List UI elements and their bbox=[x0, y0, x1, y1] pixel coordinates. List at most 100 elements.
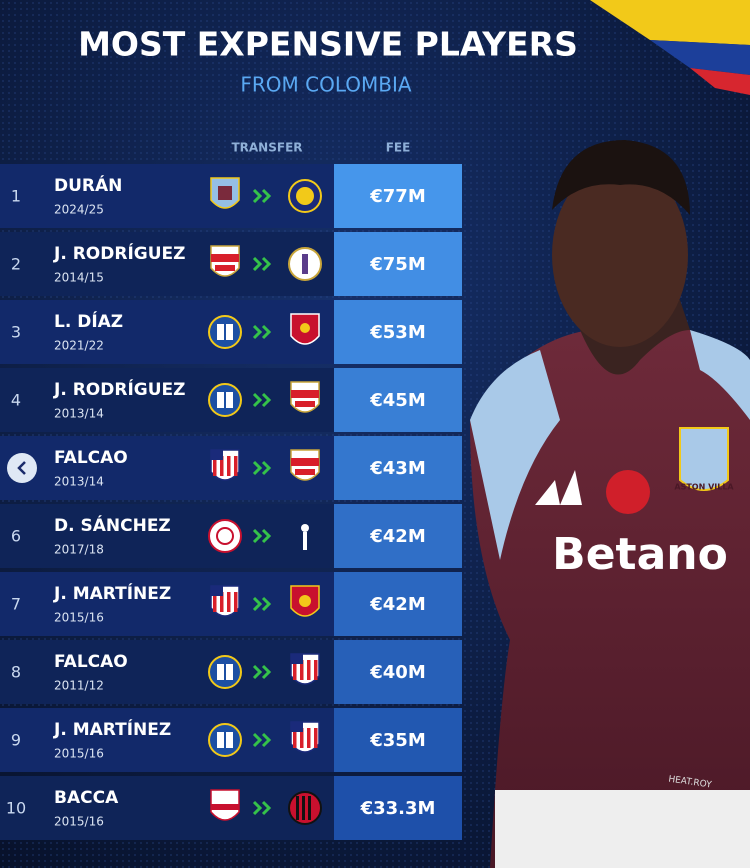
club-crest bbox=[208, 519, 242, 553]
fee: €40M bbox=[369, 662, 426, 683]
fee: €43M bbox=[369, 458, 426, 479]
crest-detail bbox=[234, 592, 238, 612]
crest-detail bbox=[224, 664, 226, 680]
club-crest bbox=[290, 721, 320, 753]
crest-detail bbox=[296, 187, 314, 205]
fee-cell bbox=[334, 708, 462, 772]
crest-shape bbox=[208, 519, 242, 553]
crest-detail bbox=[224, 732, 226, 748]
club-crest bbox=[290, 449, 320, 481]
club-crest bbox=[210, 245, 240, 277]
fee-cell bbox=[334, 300, 462, 364]
back-button[interactable] bbox=[7, 453, 37, 483]
row-background bbox=[0, 164, 334, 228]
crest-detail bbox=[302, 796, 305, 820]
crest-detail bbox=[215, 265, 235, 271]
crest-detail bbox=[211, 450, 223, 460]
crest-detail bbox=[211, 586, 223, 596]
rank: 3 bbox=[11, 323, 21, 342]
club-crest bbox=[208, 383, 242, 417]
club-crest bbox=[288, 247, 322, 281]
player-name: J. MARTÍNEZ bbox=[53, 582, 171, 604]
crest-detail bbox=[308, 796, 311, 820]
transfer-arrow bbox=[252, 800, 272, 816]
crest-detail bbox=[224, 324, 226, 340]
fee-cell bbox=[334, 368, 462, 432]
season: 2021/22 bbox=[54, 339, 104, 353]
player-name: FALCAO bbox=[54, 448, 128, 468]
rank: 6 bbox=[11, 527, 21, 546]
crest-detail bbox=[291, 458, 319, 466]
fee: €42M bbox=[369, 594, 426, 615]
rank: 7 bbox=[11, 595, 21, 614]
fee-cell bbox=[334, 436, 462, 500]
player-name: J. MARTÍNEZ bbox=[53, 718, 171, 740]
crest-detail bbox=[224, 392, 226, 408]
club-crest bbox=[210, 449, 240, 481]
crest-detail bbox=[234, 456, 238, 476]
crest-detail bbox=[300, 660, 304, 680]
transfer-arrow bbox=[252, 392, 272, 408]
crest-detail bbox=[295, 469, 315, 475]
rank: 9 bbox=[11, 731, 21, 750]
club-crest bbox=[288, 791, 322, 825]
season: 2013/14 bbox=[54, 407, 104, 421]
player-name: DURÁN bbox=[54, 174, 122, 196]
club-crest bbox=[290, 653, 320, 685]
row-background bbox=[0, 436, 334, 500]
season: 2015/16 bbox=[54, 815, 104, 829]
crest-detail bbox=[220, 456, 224, 476]
crest-detail bbox=[211, 254, 239, 262]
player-name: D. SÁNCHEZ bbox=[54, 514, 171, 536]
crest-detail bbox=[216, 527, 234, 545]
club-crest bbox=[210, 177, 240, 209]
crest-detail bbox=[218, 186, 232, 200]
crest-detail bbox=[213, 456, 217, 476]
fee: €75M bbox=[369, 254, 426, 275]
club-crest bbox=[288, 179, 322, 213]
fee-cell bbox=[334, 504, 462, 568]
club-crest bbox=[208, 315, 242, 349]
rank: 10 bbox=[6, 799, 26, 818]
row-background bbox=[0, 300, 334, 364]
transfer-arrow bbox=[252, 528, 272, 544]
crest-detail bbox=[307, 728, 311, 748]
colombia-flag bbox=[590, 0, 750, 95]
fee: €42M bbox=[369, 526, 426, 547]
crest-detail bbox=[291, 390, 319, 398]
fee: €35M bbox=[369, 730, 426, 751]
ranking-table: 1 DURÁN 2024/25 €77M 2 J. RODRÍGUEZ 2014/15 €75… bbox=[0, 164, 462, 840]
crest-detail bbox=[211, 804, 239, 810]
transfer-arrow bbox=[252, 188, 272, 204]
crest-detail bbox=[314, 660, 318, 680]
crest-detail bbox=[307, 660, 311, 680]
crest-detail bbox=[220, 592, 224, 612]
season: 2015/16 bbox=[54, 611, 104, 625]
rank: 8 bbox=[11, 663, 21, 682]
club-crest bbox=[208, 723, 242, 757]
club-crest bbox=[210, 789, 240, 821]
row-background bbox=[0, 572, 334, 636]
club-crest bbox=[210, 585, 240, 617]
season: 2013/14 bbox=[54, 475, 104, 489]
fee-cell bbox=[334, 640, 462, 704]
fee: €53M bbox=[369, 322, 426, 343]
row-background bbox=[0, 776, 334, 840]
player-name: J. RODRÍGUEZ bbox=[53, 378, 185, 400]
fee: €77M bbox=[369, 186, 426, 207]
fee-cell bbox=[334, 164, 462, 228]
player-photo: ASTON VILLA Betano HEAT.ROY bbox=[470, 140, 750, 868]
row-background bbox=[0, 368, 334, 432]
crest-detail bbox=[213, 592, 217, 612]
title: MOST EXPENSIVE PLAYERS bbox=[78, 25, 578, 64]
sponsor-text: Betano bbox=[552, 529, 728, 580]
club-crest bbox=[290, 381, 320, 413]
row-background bbox=[0, 232, 334, 296]
fee-cell bbox=[334, 572, 462, 636]
crest-detail bbox=[296, 796, 299, 820]
season: 2011/12 bbox=[54, 679, 104, 693]
row-background bbox=[0, 504, 334, 568]
rank: 1 bbox=[11, 187, 21, 206]
